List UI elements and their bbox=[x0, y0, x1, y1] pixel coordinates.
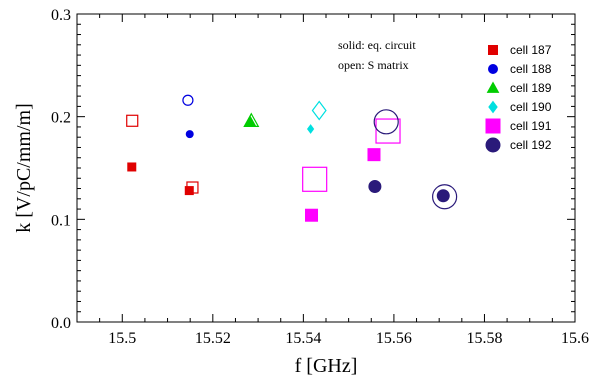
legend-marker-cell-189 bbox=[486, 81, 500, 93]
annotation-solid: solid: eq. circuit bbox=[338, 38, 416, 52]
open-point-cell-191 bbox=[302, 166, 328, 192]
open-point-cell-188 bbox=[182, 94, 194, 106]
x-tick-label: 15.52 bbox=[195, 330, 231, 347]
legend-label: cell 191 bbox=[510, 119, 552, 133]
solid-point-cell-187 bbox=[184, 186, 194, 196]
open-point-cell-191 bbox=[375, 118, 401, 144]
solid-point-cell-192 bbox=[368, 179, 382, 193]
legend-marker-cell-190 bbox=[488, 100, 498, 114]
x-tick-label: 15.54 bbox=[285, 330, 321, 347]
legend: cell 187 cell 188 cell 189 cell 190 cell 191… bbox=[485, 43, 552, 153]
solid-point-cell-191 bbox=[367, 148, 381, 162]
legend-marker-cell-188 bbox=[488, 64, 498, 74]
solid-point-cell-188 bbox=[185, 130, 194, 139]
open-point-cell-192 bbox=[373, 109, 399, 135]
legend-label: cell 187 bbox=[510, 43, 552, 57]
y-tick-label: 0.1 bbox=[51, 212, 71, 229]
x-tick-label: 15.5 bbox=[108, 330, 136, 347]
solid-point-cell-189 bbox=[244, 115, 257, 127]
legend-label: cell 189 bbox=[510, 81, 552, 95]
axis-ticks bbox=[76, 13, 576, 323]
legend-marker-cell-192 bbox=[485, 137, 501, 153]
legend-label: cell 188 bbox=[510, 62, 552, 76]
data-points bbox=[126, 94, 458, 222]
open-point-cell-187 bbox=[126, 114, 139, 127]
open-point-cell-192 bbox=[432, 184, 458, 210]
x-tick-label: 15.56 bbox=[376, 330, 412, 347]
x-axis-title: f [GHz] bbox=[295, 355, 358, 377]
legend-label: cell 192 bbox=[510, 138, 552, 152]
plot-frame bbox=[76, 13, 576, 323]
solid-point-cell-191 bbox=[305, 208, 319, 222]
x-tick-label: 15.58 bbox=[466, 330, 502, 347]
open-point-cell-190 bbox=[311, 100, 327, 121]
legend-marker-cell-191 bbox=[485, 118, 501, 134]
y-tick-label: 0.2 bbox=[51, 110, 71, 127]
annotation-open: open: S matrix bbox=[338, 58, 409, 72]
legend-marker-cell-187 bbox=[488, 45, 498, 55]
y-tick-label: 0.3 bbox=[51, 7, 71, 24]
y-tick-label: 0.0 bbox=[51, 315, 71, 332]
solid-point-cell-190 bbox=[306, 124, 315, 134]
solid-point-cell-192 bbox=[436, 189, 450, 203]
axis-tick-labels: 15.5 15.52 15.54 15.56 15.58 15.6 0.0 0.1 0.2 0.3 bbox=[51, 7, 589, 347]
legend-label: cell 190 bbox=[510, 100, 552, 114]
x-tick-label: 15.6 bbox=[561, 330, 589, 347]
y-axis-title: k [V/pC/mm/m] bbox=[13, 103, 35, 232]
open-point-cell-189 bbox=[243, 112, 260, 127]
solid-point-cell-187 bbox=[127, 162, 137, 172]
